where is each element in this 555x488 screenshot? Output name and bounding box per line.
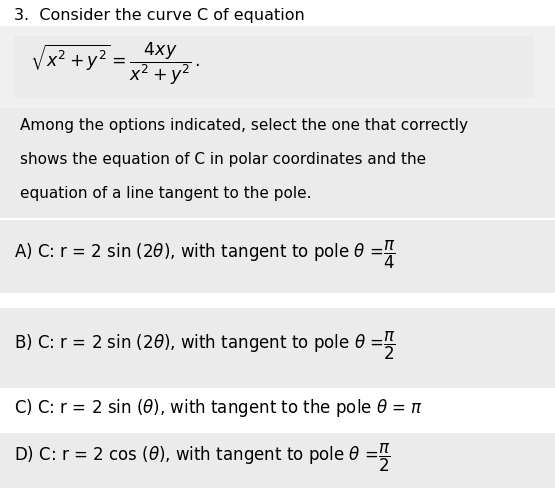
- Bar: [0, 0, 555, 26]
- Text: D) C: r = 2 cos ($\theta$), with tangent to pole $\theta$ =$\dfrac{\pi}{2}$: D) C: r = 2 cos ($\theta$), with tangent…: [14, 442, 391, 474]
- Bar: [0, 108, 555, 218]
- Bar: [0, 26, 555, 108]
- Bar: [0, 220, 555, 293]
- Text: A) C: r = 2 sin (2$\theta$), with tangent to pole $\theta$ =$\dfrac{\pi}{4}$: A) C: r = 2 sin (2$\theta$), with tangen…: [14, 239, 396, 271]
- Bar: [0, 308, 555, 388]
- Text: shows the equation of C in polar coordinates and the: shows the equation of C in polar coordin…: [20, 152, 426, 167]
- Text: C) C: r = 2 sin ($\theta$), with tangent to the pole $\theta$ = $\pi$: C) C: r = 2 sin ($\theta$), with tangent…: [14, 397, 423, 419]
- Bar: [0, 388, 555, 433]
- Bar: [14, 36, 534, 98]
- Text: Among the options indicated, select the one that correctly: Among the options indicated, select the …: [20, 118, 468, 133]
- Text: B) C: r = 2 sin (2$\theta$), with tangent to pole $\theta$ =$\dfrac{\pi}{2}$: B) C: r = 2 sin (2$\theta$), with tangen…: [14, 330, 396, 362]
- Text: equation of a line tangent to the pole.: equation of a line tangent to the pole.: [20, 186, 311, 201]
- Bar: [0, 293, 555, 333]
- Text: $\sqrt{x^2 + y^2} = \dfrac{4xy}{x^2 + y^2}\,.$: $\sqrt{x^2 + y^2} = \dfrac{4xy}{x^2 + y^…: [30, 41, 200, 87]
- Text: 3.  Consider the curve C of equation: 3. Consider the curve C of equation: [14, 8, 305, 23]
- Bar: [0, 433, 555, 488]
- Bar: [0, 218, 555, 248]
